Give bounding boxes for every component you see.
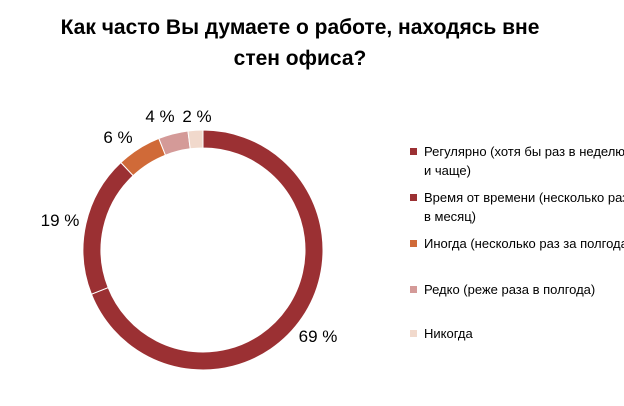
legend-item-4: Редко (реже раза в полгода) (410, 280, 624, 299)
legend-swatch (410, 330, 417, 337)
slice-label-4: 4 % (145, 107, 174, 126)
slice-5 (187, 129, 204, 150)
chart-title: Как часто Вы думаете о работе, находясь … (60, 16, 540, 70)
legend-label: Редко (реже раза в полгода) (424, 282, 596, 297)
slice-1 (90, 129, 324, 371)
legend-swatch (410, 286, 417, 293)
slice-labels: 69 % 19 % 6 % 4 % 2 % (41, 107, 338, 346)
slice-label-5: 2 % (182, 107, 211, 126)
legend-item-3: Иногда (несколько раз за полгода) (410, 234, 624, 253)
legend-item-2: Время от времени (несколько раз в месяц) (410, 188, 624, 226)
legend-swatch (410, 240, 417, 247)
slice-2 (82, 161, 134, 295)
legend-swatch (410, 148, 417, 155)
slice-label-2: 19 % (41, 211, 80, 230)
legend-label: Регулярно (хотя бы раз в неделю и чаще) (424, 144, 624, 178)
slice-label-3: 6 % (103, 128, 132, 147)
legend-label: Иногда (несколько раз за полгода) (424, 236, 624, 251)
legend-label: Время от времени (несколько раз в месяц) (424, 190, 624, 224)
legend-item-5: Никогда (410, 324, 624, 343)
slice-4 (158, 130, 191, 156)
legend-item-1: Регулярно (хотя бы раз в неделю и чаще) (410, 142, 624, 180)
donut-slices (82, 129, 324, 371)
legend-swatch (410, 194, 417, 201)
legend-label: Никогда (424, 326, 473, 341)
slice-label-1: 69 % (299, 327, 338, 346)
